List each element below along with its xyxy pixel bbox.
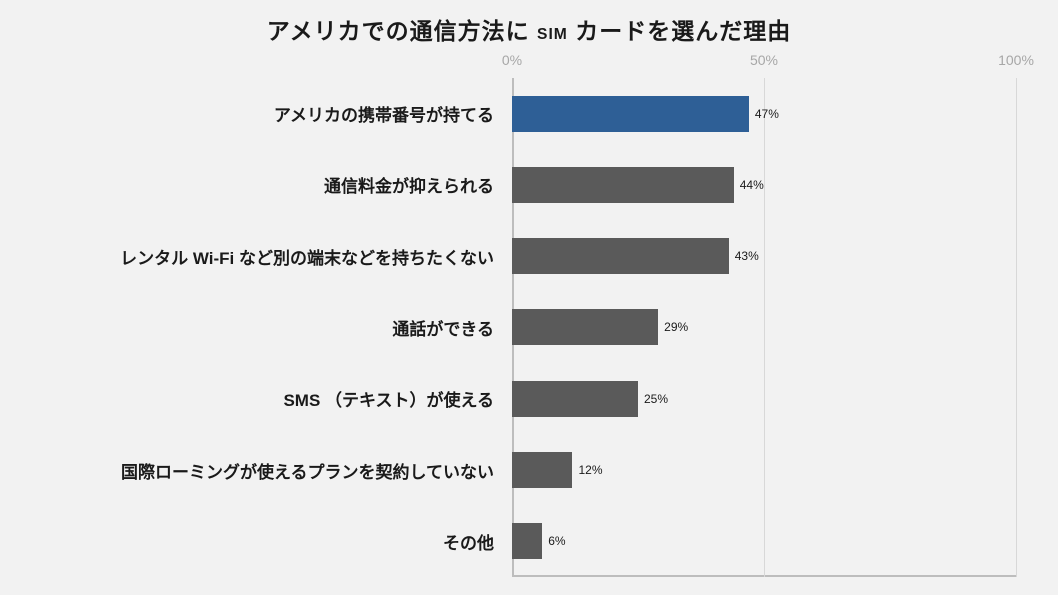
value-label: 12% xyxy=(572,463,602,477)
bar xyxy=(512,523,542,559)
value-label: 43% xyxy=(729,249,759,263)
bar-row: 通話ができる 29% xyxy=(0,309,1016,345)
category-label: レンタル Wi-Fi など別の端末などを持ちたくない xyxy=(0,244,508,269)
category-label: アメリカの携帯番号が持てる xyxy=(0,101,508,126)
value-label: 25% xyxy=(638,392,668,406)
bar-row: SMS （テキスト）が使える 25% xyxy=(0,381,1016,417)
bar-row: アメリカの携帯番号が持てる 47% xyxy=(0,96,1016,132)
value-label: 44% xyxy=(734,178,764,192)
value-label: 6% xyxy=(542,534,565,548)
bar xyxy=(512,96,749,132)
bar-row: レンタル Wi-Fi など別の端末などを持ちたくない 43% xyxy=(0,238,1016,274)
bar xyxy=(512,238,729,274)
category-label: SMS （テキスト）が使える xyxy=(0,386,508,411)
x-axis-tick-label: 50% xyxy=(750,52,778,68)
x-axis-tick-label: 0% xyxy=(502,52,522,68)
survey-bar-chart: アメリカでの通信方法に SIM カードを選んだ理由 0%50%100% アメリカ… xyxy=(0,0,1058,595)
category-label: その他 xyxy=(0,529,508,554)
bar xyxy=(512,452,572,488)
category-label: 国際ローミングが使えるプランを契約していない xyxy=(0,458,508,483)
category-label: 通信料金が抑えられる xyxy=(0,172,508,197)
grid-line xyxy=(1016,78,1017,577)
bar xyxy=(512,381,638,417)
value-label: 29% xyxy=(658,320,688,334)
bar-row: 国際ローミングが使えるプランを契約していない 12% xyxy=(0,452,1016,488)
category-label: 通話ができる xyxy=(0,315,508,340)
bar xyxy=(512,309,658,345)
bar xyxy=(512,167,734,203)
bar-row: 通信料金が抑えられる 44% xyxy=(0,167,1016,203)
x-axis-labels: 0%50%100% xyxy=(512,52,1016,72)
x-axis-tick-label: 100% xyxy=(998,52,1034,68)
bar-rows: アメリカの携帯番号が持てる 47% 通信料金が抑えられる 44% レンタル Wi-Fi … xyxy=(0,78,1016,577)
chart-title: アメリカでの通信方法に SIM カードを選んだ理由 xyxy=(0,12,1058,46)
value-label: 47% xyxy=(749,107,779,121)
bar-row: その他 6% xyxy=(0,523,1016,559)
